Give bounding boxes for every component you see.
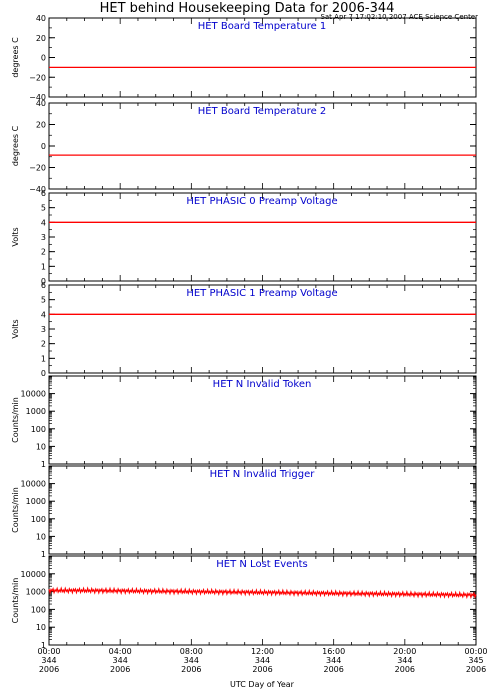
y-tick-label: −20 bbox=[29, 73, 46, 82]
y-tick-label: 1 bbox=[41, 262, 46, 271]
x-tick-label-doy: 344 bbox=[184, 656, 199, 665]
x-tick-label-time: 04:00 bbox=[109, 647, 132, 656]
y-tick-label: 0 bbox=[41, 142, 46, 151]
y-tick-label: 4 bbox=[41, 310, 46, 319]
y-tick-label: 1000 bbox=[26, 407, 46, 416]
y-tick-label: 20 bbox=[36, 121, 46, 130]
x-tick-label-doy: 344 bbox=[397, 656, 412, 665]
x-tick-label-doy: 344 bbox=[41, 656, 56, 665]
y-tick-label: 3 bbox=[41, 233, 46, 242]
y-tick-label: −40 bbox=[29, 185, 46, 194]
x-tick-label-time: 20:00 bbox=[393, 647, 416, 656]
y-tick-label: 100 bbox=[31, 515, 46, 524]
x-tick-label-year: 2006 bbox=[110, 665, 130, 674]
y-tick-label: 2 bbox=[41, 340, 46, 349]
x-tick-label-time: 00:00 bbox=[464, 647, 487, 656]
x-tick-label-year: 2006 bbox=[39, 665, 59, 674]
y-tick-label: 1 bbox=[41, 354, 46, 363]
y-axis-label: Counts/min bbox=[11, 578, 20, 624]
y-tick-label: 1000 bbox=[26, 588, 46, 597]
x-tick-label-year: 2006 bbox=[323, 665, 343, 674]
x-axis-label: UTC Day of Year bbox=[230, 680, 295, 689]
y-tick-label: 40 bbox=[36, 99, 46, 108]
y-tick-label: 1 bbox=[41, 641, 46, 650]
x-tick-label-time: 12:00 bbox=[251, 647, 274, 656]
panel-title: HET Board Temperature 1 bbox=[198, 21, 327, 32]
y-tick-label: 10000 bbox=[21, 570, 46, 579]
panel-title: HET PHASIC 0 Preamp Voltage bbox=[186, 196, 337, 207]
y-tick-label: 6 bbox=[41, 281, 46, 290]
chart-panel-2: −40 −20 0 20 40 degrees C HET Board Temperatur… bbox=[11, 99, 477, 194]
y-tick-label: 100 bbox=[31, 425, 46, 434]
chart-panel-3: 0 1 2 3 4 5 6 Volts HET PHASIC 0 Preamp Voltage bbox=[11, 189, 477, 286]
y-tick-label: 4 bbox=[41, 218, 46, 227]
y-axis-label: degrees C bbox=[11, 125, 20, 166]
y-tick-label: 3 bbox=[41, 325, 46, 334]
chart-panel-4: 0 1 2 3 4 5 6 Volts HET PHASIC 1 Preamp Voltage bbox=[11, 281, 477, 378]
y-axis-label: Volts bbox=[11, 319, 20, 338]
x-tick-label-time: 08:00 bbox=[180, 647, 203, 656]
y-axis-label: degrees C bbox=[11, 37, 20, 78]
y-tick-label: −40 bbox=[29, 93, 46, 102]
x-tick-label-year: 2006 bbox=[466, 665, 486, 674]
panel-title: HET N Invalid Trigger bbox=[210, 469, 316, 480]
x-tick-label-doy: 344 bbox=[113, 656, 128, 665]
y-tick-label: 0 bbox=[41, 369, 46, 378]
y-tick-label: 5 bbox=[41, 296, 46, 305]
x-tick-label-doy: 345 bbox=[468, 656, 483, 665]
y-tick-label: 6 bbox=[41, 189, 46, 198]
series-line-1 bbox=[48, 586, 477, 600]
y-axis-label: Volts bbox=[11, 227, 20, 246]
panel-title: HET Board Temperature 2 bbox=[198, 106, 327, 117]
y-tick-label: 1 bbox=[41, 550, 46, 559]
x-tick-label-year: 2006 bbox=[395, 665, 415, 674]
x-tick-label-doy: 344 bbox=[326, 656, 341, 665]
panel-title: HET N Lost Events bbox=[216, 559, 307, 570]
chart-panel-1: −40 −20 0 20 40 degrees C HET Board Temperatur… bbox=[11, 14, 477, 102]
x-tick-label-time: 00:00 bbox=[37, 647, 60, 656]
y-tick-label: 10 bbox=[36, 442, 46, 451]
x-tick-label-doy: 344 bbox=[255, 656, 270, 665]
y-tick-label: 10 bbox=[36, 532, 46, 541]
y-tick-label: −20 bbox=[29, 164, 46, 173]
y-tick-label: 0 bbox=[41, 54, 46, 63]
panel-title: HET N Invalid Token bbox=[213, 379, 312, 390]
y-axis-label: Counts/min bbox=[11, 397, 20, 443]
figure-timestamp: Sat Apr 7 17:02:10 2007 ACE Science Cent… bbox=[320, 13, 478, 21]
y-tick-label: 1000 bbox=[26, 497, 46, 506]
y-tick-label: 10 bbox=[36, 623, 46, 632]
figure-title: HET behind Housekeeping Data for 2006-34… bbox=[100, 1, 395, 16]
y-tick-label: 0 bbox=[41, 277, 46, 286]
y-tick-label: 40 bbox=[36, 14, 46, 23]
y-tick-label: 2 bbox=[41, 248, 46, 257]
y-tick-label: 10000 bbox=[21, 390, 46, 399]
x-tick-label-year: 2006 bbox=[181, 665, 201, 674]
y-axis-label: Counts/min bbox=[11, 487, 20, 533]
panel-title: HET PHASIC 1 Preamp Voltage bbox=[186, 288, 337, 299]
x-axis: 00:00344200604:00344200608:00344200612:0… bbox=[37, 647, 487, 674]
y-tick-label: 20 bbox=[36, 34, 46, 43]
y-tick-label: 10000 bbox=[21, 480, 46, 489]
x-tick-label-time: 16:00 bbox=[322, 647, 345, 656]
x-tick-label-year: 2006 bbox=[252, 665, 272, 674]
y-tick-label: 100 bbox=[31, 605, 46, 614]
y-tick-label: 1 bbox=[41, 460, 46, 469]
y-tick-label: 5 bbox=[41, 204, 46, 213]
